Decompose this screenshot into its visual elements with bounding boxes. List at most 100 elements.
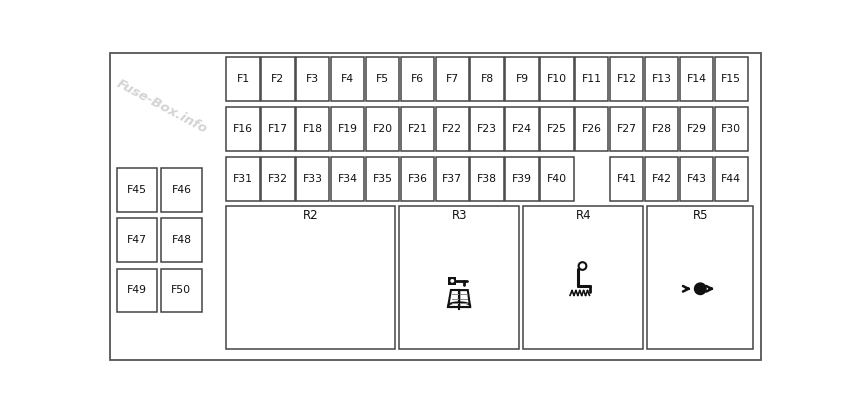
Bar bbox=[117, 269, 157, 312]
Text: F12: F12 bbox=[616, 74, 637, 84]
Bar bbox=[680, 107, 713, 151]
Bar bbox=[610, 57, 643, 101]
Bar bbox=[117, 218, 157, 262]
Polygon shape bbox=[449, 290, 459, 307]
Text: F6: F6 bbox=[411, 74, 424, 84]
Bar bbox=[524, 206, 643, 348]
Bar bbox=[162, 169, 201, 212]
Text: F21: F21 bbox=[407, 124, 428, 134]
Text: R4: R4 bbox=[575, 209, 591, 222]
Text: F14: F14 bbox=[687, 74, 706, 84]
Text: F47: F47 bbox=[128, 236, 147, 245]
Bar bbox=[296, 57, 330, 101]
Bar bbox=[541, 157, 574, 201]
Text: F28: F28 bbox=[652, 124, 672, 134]
Text: F24: F24 bbox=[512, 124, 532, 134]
Text: F9: F9 bbox=[515, 74, 529, 84]
Text: F1: F1 bbox=[236, 74, 250, 84]
Circle shape bbox=[694, 283, 705, 294]
Text: F34: F34 bbox=[337, 174, 358, 184]
Text: F10: F10 bbox=[547, 74, 567, 84]
Text: F38: F38 bbox=[477, 174, 497, 184]
Bar bbox=[400, 57, 434, 101]
Text: R3: R3 bbox=[451, 209, 467, 222]
Text: F48: F48 bbox=[172, 236, 191, 245]
Text: F41: F41 bbox=[616, 174, 637, 184]
Text: F4: F4 bbox=[341, 74, 354, 84]
Text: F43: F43 bbox=[687, 174, 706, 184]
Bar bbox=[541, 107, 574, 151]
Bar bbox=[715, 57, 748, 101]
Bar bbox=[680, 57, 713, 101]
Bar bbox=[541, 57, 574, 101]
Bar bbox=[331, 157, 365, 201]
Text: F39: F39 bbox=[512, 174, 532, 184]
Bar bbox=[296, 157, 330, 201]
Bar bbox=[331, 107, 365, 151]
Bar bbox=[506, 57, 539, 101]
Text: F13: F13 bbox=[652, 74, 672, 84]
Bar bbox=[610, 107, 643, 151]
Text: F22: F22 bbox=[442, 124, 462, 134]
Text: F11: F11 bbox=[581, 74, 602, 84]
Bar bbox=[645, 57, 678, 101]
Bar bbox=[331, 57, 365, 101]
Circle shape bbox=[450, 279, 454, 283]
Bar bbox=[471, 107, 504, 151]
Text: F23: F23 bbox=[477, 124, 497, 134]
Bar bbox=[506, 157, 539, 201]
Text: F2: F2 bbox=[271, 74, 285, 84]
Text: F19: F19 bbox=[337, 124, 358, 134]
Bar bbox=[366, 57, 400, 101]
Text: Fuse-Box.info: Fuse-Box.info bbox=[115, 77, 210, 136]
Bar bbox=[162, 269, 201, 312]
Bar bbox=[575, 107, 609, 151]
Text: F16: F16 bbox=[233, 124, 253, 134]
Bar bbox=[575, 57, 609, 101]
Text: F18: F18 bbox=[303, 124, 323, 134]
Text: F26: F26 bbox=[581, 124, 602, 134]
Text: F17: F17 bbox=[268, 124, 288, 134]
Text: F46: F46 bbox=[172, 185, 191, 196]
Bar bbox=[261, 57, 295, 101]
Bar bbox=[366, 107, 400, 151]
Text: F31: F31 bbox=[233, 174, 253, 184]
Bar bbox=[226, 206, 395, 348]
Polygon shape bbox=[459, 290, 470, 307]
Bar bbox=[117, 169, 157, 212]
Bar bbox=[645, 107, 678, 151]
Bar bbox=[715, 157, 748, 201]
Bar bbox=[435, 107, 469, 151]
Bar bbox=[715, 107, 748, 151]
Bar bbox=[471, 157, 504, 201]
Bar bbox=[400, 157, 434, 201]
Bar bbox=[680, 157, 713, 201]
Bar bbox=[610, 157, 643, 201]
Text: F15: F15 bbox=[722, 74, 741, 84]
Text: F33: F33 bbox=[303, 174, 323, 184]
Bar bbox=[435, 57, 469, 101]
Bar bbox=[162, 218, 201, 262]
Bar bbox=[400, 206, 519, 348]
Text: F32: F32 bbox=[268, 174, 288, 184]
Text: F29: F29 bbox=[687, 124, 706, 134]
Text: F8: F8 bbox=[480, 74, 494, 84]
Text: F35: F35 bbox=[372, 174, 393, 184]
Text: F49: F49 bbox=[128, 285, 147, 295]
Text: F40: F40 bbox=[547, 174, 567, 184]
Bar bbox=[647, 206, 753, 348]
Bar bbox=[296, 107, 330, 151]
Text: R2: R2 bbox=[303, 209, 319, 222]
Bar bbox=[400, 107, 434, 151]
Text: F45: F45 bbox=[128, 185, 147, 196]
Text: R5: R5 bbox=[693, 209, 708, 222]
Bar bbox=[366, 157, 400, 201]
Text: F3: F3 bbox=[306, 74, 320, 84]
Text: F50: F50 bbox=[172, 285, 191, 295]
Bar bbox=[506, 107, 539, 151]
Text: F25: F25 bbox=[547, 124, 567, 134]
Bar bbox=[471, 57, 504, 101]
Text: F42: F42 bbox=[652, 174, 672, 184]
Text: F7: F7 bbox=[445, 74, 459, 84]
Bar bbox=[435, 157, 469, 201]
